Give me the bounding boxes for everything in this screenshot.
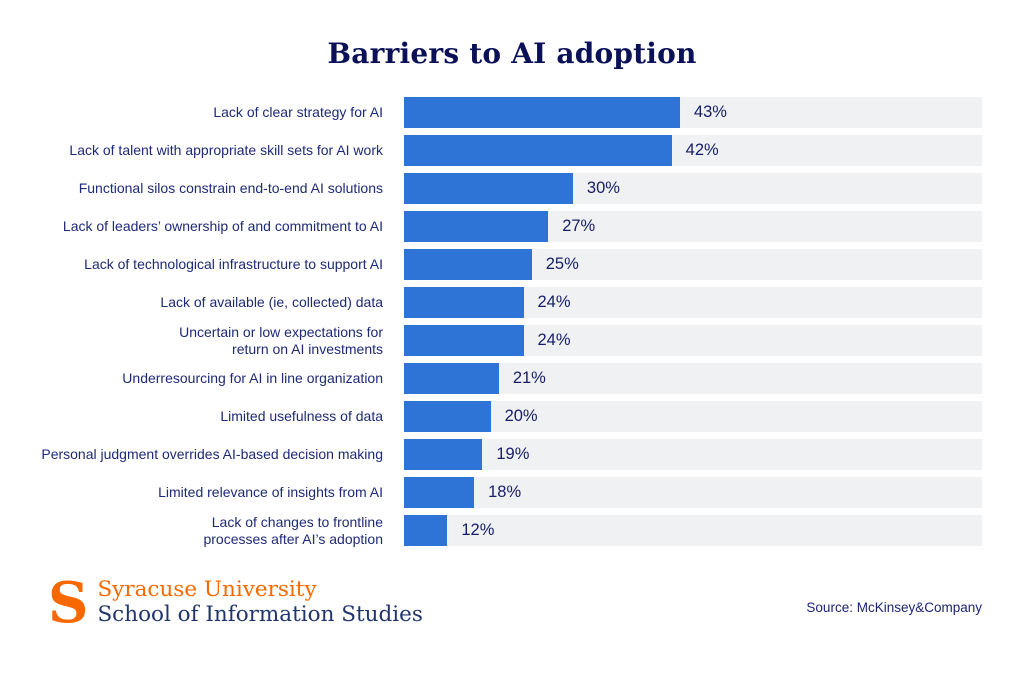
bar-value: 27%: [562, 217, 596, 235]
bar-label: Underresourcing for AI in line organizat…: [122, 370, 383, 386]
bar-chart: Lack of clear strategy for AI 43% Lack of …: [0, 97, 982, 553]
bar-fill: [404, 135, 672, 166]
bar-value: 18%: [488, 483, 522, 501]
bar-value: 12%: [461, 521, 495, 539]
bar-value: 24%: [537, 293, 571, 311]
org-unit: School of Information Studies: [97, 602, 423, 627]
chart-row: Underresourcing for AI in line organizat…: [0, 363, 982, 394]
bar-track: 27%: [404, 211, 982, 242]
bar-fill: [404, 363, 499, 394]
chart-row: Personal judgment overrides AI-based dec…: [0, 439, 982, 470]
bar-fill: [404, 211, 549, 242]
bar-track: 24%: [404, 287, 982, 318]
bar-track: 42%: [404, 135, 982, 166]
bar-label: Limited usefulness of data: [220, 408, 383, 424]
syracuse-logo: S Syracuse University School of Informat…: [48, 569, 423, 636]
chart-row: Lack of technological infrastructure to …: [0, 249, 982, 280]
bar-fill: [404, 439, 483, 470]
chart-row: Limited relevance of insights from AI 18%: [0, 477, 982, 508]
bar-track: 24%: [404, 325, 982, 356]
bar-label: Personal judgment overrides AI-based dec…: [41, 446, 383, 462]
bar-value: 30%: [586, 179, 620, 197]
chart-row: Lack of clear strategy for AI 43%: [0, 97, 982, 128]
chart-row: Lack of available (ie, collected) data 24…: [0, 287, 982, 318]
bar-label: Lack of clear strategy for AI: [213, 104, 383, 120]
bar-fill: [404, 515, 448, 546]
bar-label: Limited relevance of insights from AI: [158, 484, 383, 500]
footer: S Syracuse University School of Informat…: [48, 569, 982, 636]
bar-value: 42%: [685, 141, 719, 159]
chart-row: Lack of changes to frontline processes a…: [0, 513, 982, 547]
syracuse-block-s-logo: S: [48, 569, 89, 636]
bar-label: Lack of talent with appropriate skill se…: [69, 142, 383, 158]
chart-row: Lack of leaders’ ownership of and commit…: [0, 211, 982, 242]
bar-track: 20%: [404, 401, 982, 432]
bar-track: 43%: [404, 97, 982, 128]
bar-track: 30%: [404, 173, 982, 204]
chart-row: Uncertain or low expectations for return…: [0, 323, 982, 357]
bar-label: Lack of technological infrastructure to …: [84, 256, 383, 272]
bar-value: 24%: [537, 331, 571, 349]
bar-value: 19%: [496, 445, 530, 463]
bar-value: 20%: [504, 407, 538, 425]
page-title: Barriers to AI adoption: [327, 37, 697, 70]
bar-label: Lack of changes to frontline processes a…: [203, 513, 383, 547]
bar-value: 25%: [545, 255, 579, 273]
bar-fill: [404, 287, 524, 318]
bar-label: Uncertain or low expectations for return…: [179, 323, 383, 357]
logo-text: Syracuse University School of Informatio…: [97, 577, 423, 628]
bar-fill: [404, 249, 532, 280]
bar-label: Functional silos constrain end-to-end AI…: [78, 180, 383, 196]
bar-track: 19%: [404, 439, 982, 470]
bar-fill: [404, 173, 573, 204]
chart-row: Lack of talent with appropriate skill se…: [0, 135, 982, 166]
bar-fill: [404, 97, 680, 128]
bar-track: 18%: [404, 477, 982, 508]
bar-label: Lack of available (ie, collected) data: [160, 294, 383, 310]
org-name: Syracuse University: [97, 577, 317, 602]
bar-fill: [404, 401, 491, 432]
bar-track: 25%: [404, 249, 982, 280]
chart-row: Functional silos constrain end-to-end AI…: [0, 173, 982, 204]
bar-track: 21%: [404, 363, 982, 394]
bar-label: Lack of leaders’ ownership of and commit…: [62, 218, 383, 234]
bar-value: 21%: [512, 369, 546, 387]
bar-value: 43%: [693, 103, 727, 121]
source-credit: Source: McKinsey&Company: [806, 600, 982, 615]
chart-row: Limited usefulness of data 20%: [0, 401, 982, 432]
bar-track: 12%: [404, 515, 982, 546]
bar-fill: [404, 477, 475, 508]
bar-fill: [404, 325, 524, 356]
